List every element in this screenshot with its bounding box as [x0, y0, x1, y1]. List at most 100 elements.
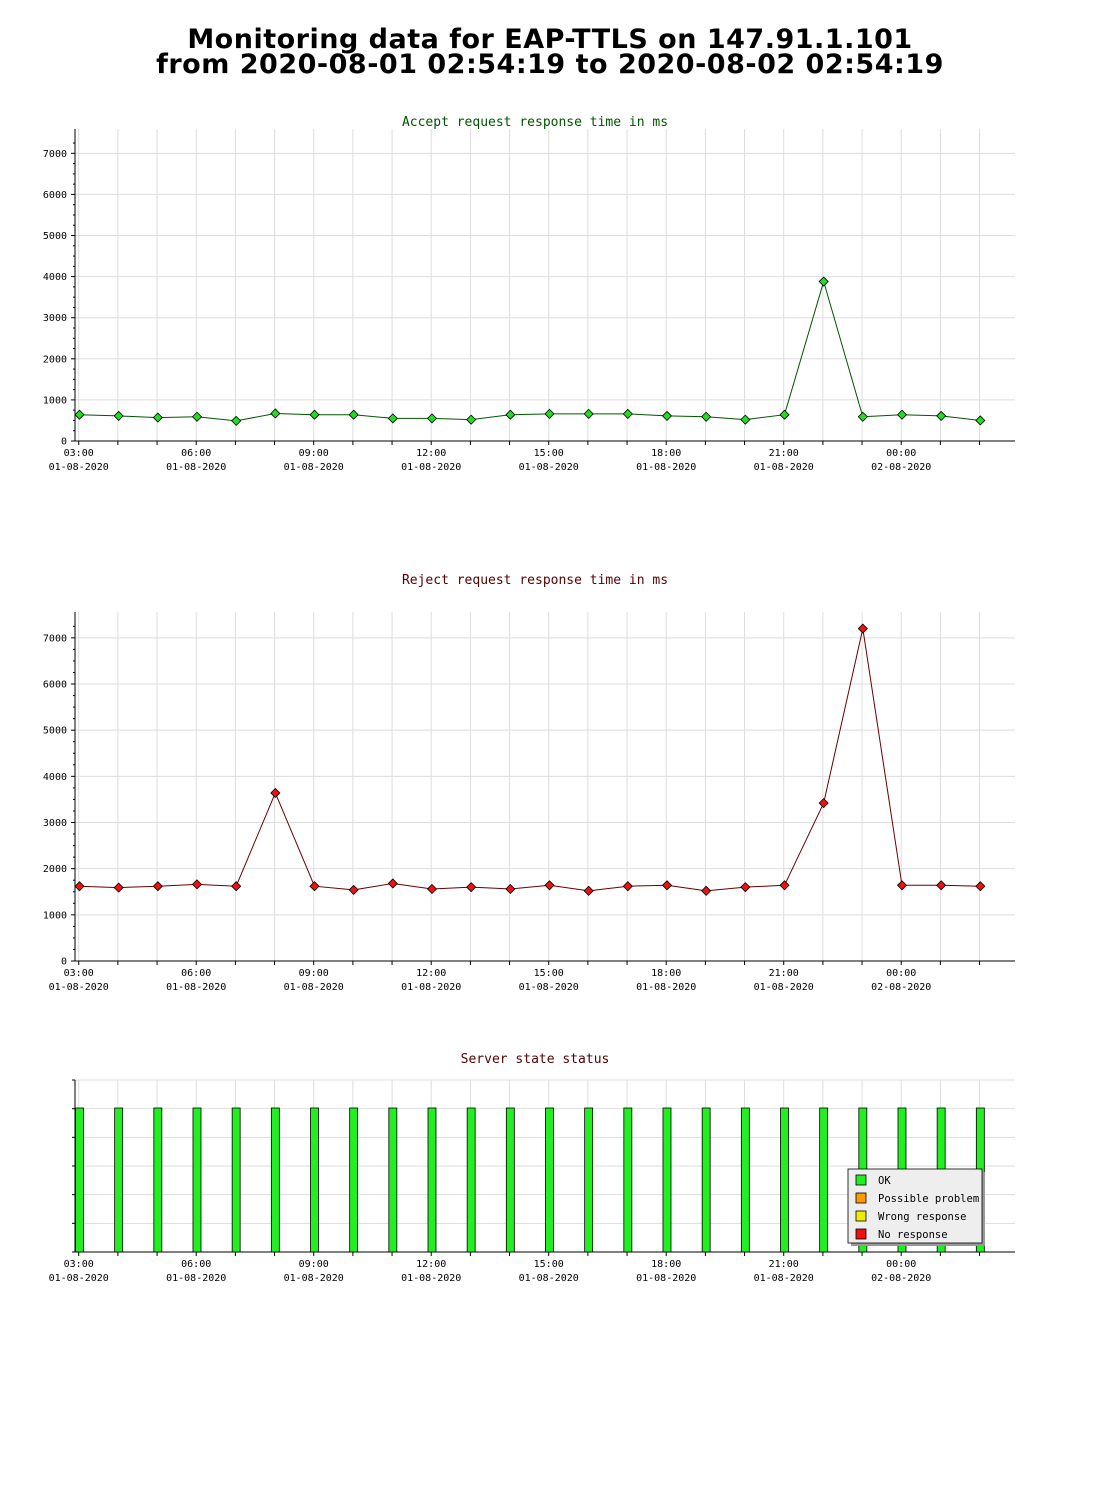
- data-point: [779, 880, 790, 891]
- data-point: [270, 787, 281, 799]
- status-bar: [780, 1107, 789, 1253]
- data-point: [309, 881, 320, 892]
- y-tick-label: 5000: [43, 726, 67, 737]
- y-tick-label: 6000: [43, 190, 67, 201]
- y-tick-label: 1000: [43, 395, 67, 406]
- x-tick-date: 01-08-2020: [166, 1273, 226, 1284]
- x-tick-date: 01-08-2020: [49, 982, 109, 993]
- y-tick-label: 0: [61, 957, 67, 968]
- data-point: [152, 412, 163, 423]
- x-tick-time: 21:00: [769, 448, 799, 459]
- reject-response-time-chart: Reject request response time in ms 0 1000 2…: [43, 573, 1015, 993]
- status-bar: [231, 1107, 241, 1253]
- data-point: [231, 881, 242, 892]
- status-bar: [819, 1107, 829, 1253]
- x-tick-date: 02-08-2020: [871, 982, 931, 993]
- page-subtitle: from 2020-08-01 02:54:19 to 2020-08-02 0…: [156, 49, 944, 80]
- x-tick-time: 06:00: [181, 1259, 211, 1270]
- chart-title: Accept request response time in ms: [402, 115, 668, 130]
- data-point: [231, 415, 242, 426]
- data-point: [348, 409, 359, 420]
- status-bar: [192, 1107, 202, 1253]
- x-tick-date: 01-08-2020: [519, 462, 579, 473]
- x-tick-date: 01-08-2020: [636, 462, 696, 473]
- status-bar: [466, 1107, 476, 1253]
- x-tick-date: 01-08-2020: [636, 1273, 696, 1284]
- legend-label: OK: [878, 1175, 891, 1187]
- y-tick-label: 4000: [43, 772, 67, 783]
- x-tick-date: 01-08-2020: [49, 462, 109, 473]
- data-point: [466, 414, 477, 425]
- x-tick-time: 03:00: [64, 968, 94, 979]
- status-bar: [310, 1107, 319, 1253]
- chart-title: Server state status: [461, 1052, 610, 1067]
- data-point: [896, 409, 908, 420]
- data-point: [505, 409, 516, 420]
- data-point: [701, 885, 712, 896]
- x-tick-time: 12:00: [416, 1259, 446, 1270]
- data-point: [622, 881, 633, 892]
- y-tick-label: 6000: [43, 680, 67, 691]
- data-point: [270, 408, 281, 419]
- status-bar: [114, 1107, 124, 1253]
- x-tick-time: 18:00: [651, 448, 681, 459]
- x-tick-date: 02-08-2020: [871, 1273, 931, 1284]
- x-tick-time: 03:00: [64, 1259, 94, 1270]
- status-bar: [349, 1107, 359, 1253]
- data-point: [936, 880, 947, 891]
- x-tick-time: 15:00: [534, 448, 564, 459]
- data-point: [152, 881, 163, 892]
- y-tick-label: 2000: [43, 864, 67, 875]
- data-point: [896, 880, 908, 891]
- legend-label: Possible problem: [878, 1193, 979, 1205]
- y-tick-label: 7000: [43, 633, 67, 644]
- status-bar: [701, 1107, 711, 1253]
- data-point: [426, 883, 438, 895]
- x-tick-time: 09:00: [299, 448, 329, 459]
- data-point: [740, 882, 751, 893]
- x-tick-time: 09:00: [299, 1259, 329, 1270]
- x-tick-date: 02-08-2020: [871, 462, 931, 473]
- status-bar: [740, 1107, 750, 1253]
- status-bar: [270, 1107, 280, 1253]
- data-point: [544, 880, 555, 891]
- data-point: [505, 883, 516, 895]
- legend-swatch: [855, 1210, 867, 1222]
- x-tick-time: 21:00: [769, 968, 799, 979]
- x-tick-date: 01-08-2020: [636, 982, 696, 993]
- x-tick-date: 01-08-2020: [754, 982, 814, 993]
- data-point: [74, 881, 85, 892]
- x-tick-date: 01-08-2020: [284, 982, 344, 993]
- data-point: [113, 410, 124, 421]
- status-bar: [388, 1107, 398, 1253]
- data-point: [818, 276, 829, 287]
- status-bar: [545, 1107, 554, 1253]
- data-point: [309, 409, 320, 420]
- legend-swatch: [855, 1174, 867, 1186]
- legend-label: Wrong response: [878, 1211, 967, 1223]
- x-tick-date: 01-08-2020: [401, 462, 461, 473]
- data-point: [583, 885, 594, 896]
- accept-response-time-chart: Accept request response time in ms 0 1000 2…: [43, 115, 1015, 473]
- data-point: [387, 878, 398, 889]
- y-tick-label: 7000: [43, 149, 67, 160]
- data-point: [975, 881, 986, 892]
- data-point: [544, 408, 555, 419]
- x-tick-date: 01-08-2020: [754, 1273, 814, 1284]
- y-tick-label: 4000: [43, 272, 67, 283]
- data-point: [857, 623, 868, 634]
- x-tick-date: 01-08-2020: [754, 462, 814, 473]
- data-point: [74, 409, 85, 420]
- data-point: [936, 410, 947, 421]
- y-tick-label: 0: [61, 437, 67, 448]
- x-tick-date: 01-08-2020: [519, 982, 579, 993]
- data-point: [426, 413, 438, 424]
- data-point: [975, 415, 986, 426]
- status-bar: [584, 1107, 594, 1253]
- y-tick-label: 5000: [43, 231, 67, 242]
- data-point: [740, 414, 751, 425]
- series-line: [79, 279, 981, 422]
- data-point: [583, 408, 594, 419]
- x-tick-date: 01-08-2020: [49, 1273, 109, 1284]
- status-bar: [662, 1107, 672, 1253]
